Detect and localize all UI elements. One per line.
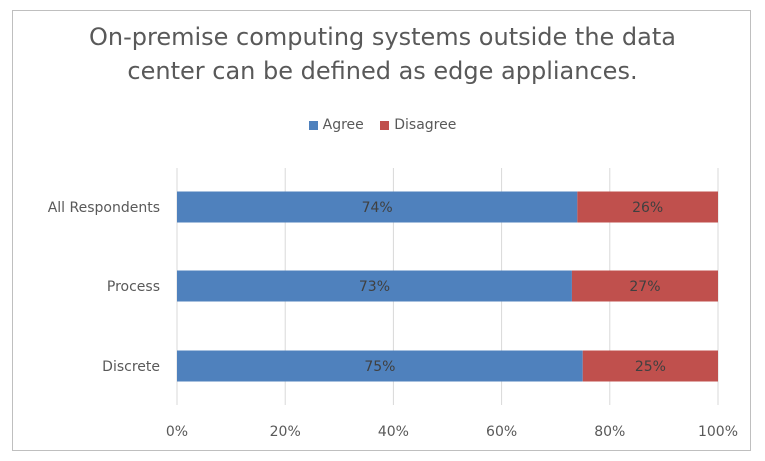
data-label: 25%	[635, 359, 666, 375]
category-label: All Respondents	[48, 200, 160, 216]
x-tick-label: 20%	[270, 424, 301, 440]
x-tick-label: 0%	[166, 424, 188, 440]
legend-item-agree: Agree	[308, 117, 364, 133]
bar-agree-all-respondents	[177, 191, 578, 223]
data-label: 74%	[362, 200, 393, 216]
bar-disagree-discrete	[582, 350, 718, 382]
bar-agree-discrete	[177, 350, 583, 382]
bar-agree-process	[177, 270, 572, 302]
chart-legend: Agree Disagree	[0, 117, 765, 134]
x-tick-label: 40%	[378, 424, 409, 440]
legend-swatch-agree	[308, 120, 318, 130]
category-label: Discrete	[102, 359, 160, 375]
x-tick-label: 80%	[594, 424, 625, 440]
data-label: 27%	[629, 279, 660, 295]
category-label: Process	[107, 279, 160, 295]
data-label: 75%	[364, 359, 395, 375]
legend-swatch-disagree	[380, 120, 390, 130]
legend-label-disagree: Disagree	[394, 117, 457, 133]
legend-item-disagree: Disagree	[380, 117, 456, 133]
bar-disagree-process	[571, 270, 718, 302]
x-tick-label: 100%	[698, 424, 738, 440]
legend-label-agree: Agree	[322, 117, 364, 133]
chart-title: On-premise computing systems outside the…	[0, 20, 765, 88]
chart-title-line-1: On-premise computing systems outside the…	[89, 23, 676, 51]
chart-title-line-2: center can be defined as edge appliances…	[127, 57, 638, 85]
data-label: 73%	[359, 279, 390, 295]
bar-disagree-all-respondents	[577, 191, 718, 223]
x-tick-label: 60%	[486, 424, 517, 440]
data-label: 26%	[632, 200, 663, 216]
